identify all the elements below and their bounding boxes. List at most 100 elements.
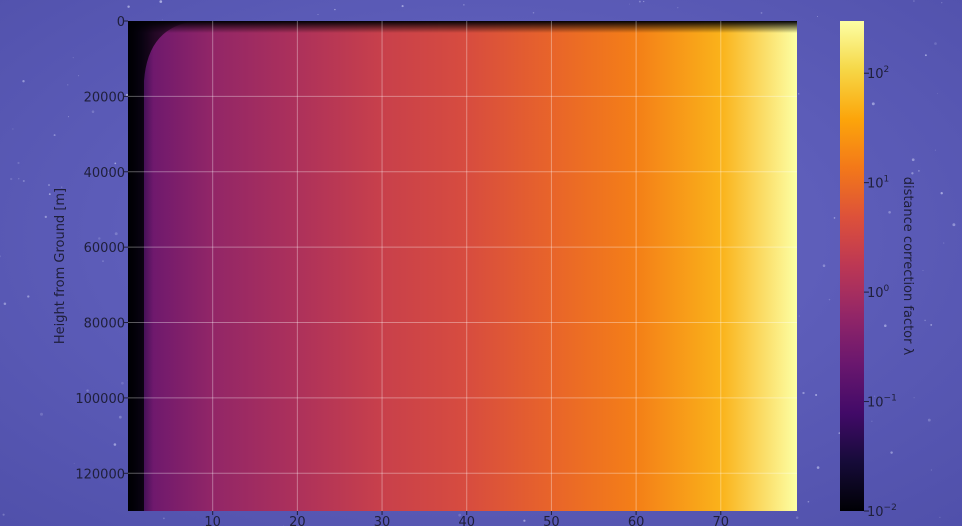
- speckle: [816, 15, 818, 17]
- x-tick-label: 70: [713, 515, 730, 526]
- x-axis-ticks: 10 20 30 40 50 60 70: [204, 511, 729, 526]
- colorbar-tick-exponent: −2: [884, 503, 897, 513]
- speckle: [0, 255, 1, 258]
- speckle: [67, 116, 70, 118]
- speckle: [890, 451, 893, 454]
- colorbar-label: distance correction factor λ: [900, 177, 915, 356]
- speckle: [815, 393, 818, 397]
- speckle: [924, 54, 927, 57]
- speckle: [163, 517, 165, 520]
- speckle: [940, 192, 943, 195]
- colorbar-tick-base: 10: [867, 177, 884, 192]
- heatmap-top-edge: [128, 21, 797, 33]
- colorbar-tick-exponent: 0: [884, 284, 890, 294]
- speckle: [828, 298, 831, 301]
- speckle: [317, 14, 319, 15]
- x-tick-label: 40: [458, 515, 475, 526]
- speckle: [922, 270, 924, 272]
- colorbar-bar: [840, 21, 864, 511]
- y-tick-label: 100000: [75, 392, 125, 407]
- colorbar-tick-exponent: 1: [884, 175, 890, 185]
- colorbar-tick-label: 10−1: [867, 394, 897, 411]
- speckle: [802, 391, 805, 395]
- speckle: [121, 381, 124, 385]
- speckle: [458, 513, 462, 517]
- colorbar-tick-exponent: −1: [884, 394, 897, 404]
- colorbar-tick-base: 10: [867, 505, 884, 520]
- speckle: [871, 102, 875, 106]
- x-tick-label: 30: [374, 515, 391, 526]
- x-tick-label: 60: [628, 515, 645, 526]
- speckle: [913, 0, 915, 2]
- speckle: [86, 389, 89, 392]
- y-tick-label: 40000: [84, 166, 125, 181]
- speckle: [629, 3, 631, 5]
- speckle: [61, 186, 63, 188]
- speckle: [523, 519, 526, 522]
- speckle: [937, 92, 939, 95]
- speckle: [874, 395, 876, 397]
- speckle: [18, 178, 20, 180]
- speckle: [822, 264, 826, 267]
- speckle: [102, 260, 104, 262]
- speckle: [78, 75, 80, 77]
- speckle: [760, 11, 763, 14]
- colorbar-tick-label: 101: [867, 175, 889, 192]
- speckle: [118, 415, 122, 419]
- speckle: [159, 0, 163, 3]
- speckle: [127, 5, 130, 8]
- speckle: [798, 315, 800, 317]
- speckle: [888, 210, 891, 214]
- speckle: [2, 513, 5, 516]
- colorbar-tick-exponent: 2: [884, 65, 890, 75]
- speckle: [927, 418, 931, 422]
- speckle: [73, 462, 75, 464]
- colorbar-tick-base: 10: [867, 396, 884, 411]
- speckle: [12, 128, 14, 130]
- speckle: [838, 432, 841, 434]
- speckle: [27, 295, 30, 298]
- y-tick-label: 80000: [84, 317, 125, 332]
- x-tick-label: 10: [204, 515, 221, 526]
- speckle: [930, 323, 933, 326]
- speckle: [911, 172, 914, 175]
- speckle: [532, 11, 535, 14]
- speckle: [107, 172, 109, 174]
- speckle: [943, 242, 945, 244]
- speckle: [952, 223, 956, 227]
- y-tick-label: 20000: [84, 90, 125, 105]
- colorbar-tick-label: 10−2: [867, 503, 897, 520]
- speckle: [913, 397, 915, 399]
- speckle: [807, 500, 810, 503]
- speckle: [44, 215, 47, 219]
- speckle: [98, 237, 101, 240]
- plot-area: [128, 21, 797, 511]
- speckle: [40, 412, 43, 416]
- speckle: [113, 443, 117, 446]
- speckle: [113, 99, 115, 101]
- y-axis-label: Height from Ground [m]: [53, 188, 68, 344]
- speckle: [643, 0, 645, 3]
- speckle: [48, 193, 51, 196]
- speckle: [871, 420, 873, 422]
- speckle: [463, 4, 465, 6]
- colorbar-tick-base: 10: [867, 286, 884, 301]
- speckle: [161, 19, 163, 21]
- speckle: [930, 469, 933, 471]
- speckle: [22, 179, 25, 183]
- speckle: [401, 5, 404, 8]
- grid-lines: [128, 21, 797, 511]
- speckle: [833, 217, 836, 219]
- speckle: [3, 302, 7, 306]
- speckle: [911, 158, 915, 162]
- speckle: [67, 84, 69, 86]
- speckle: [53, 134, 56, 137]
- speckle: [48, 184, 50, 186]
- speckle: [939, 516, 941, 519]
- speckle: [10, 177, 13, 181]
- heatmap-left-edge: [128, 21, 198, 511]
- colorbar-tick-label: 102: [867, 65, 889, 82]
- speckle: [941, 2, 943, 4]
- colorbar-tick-label: 100: [867, 284, 890, 301]
